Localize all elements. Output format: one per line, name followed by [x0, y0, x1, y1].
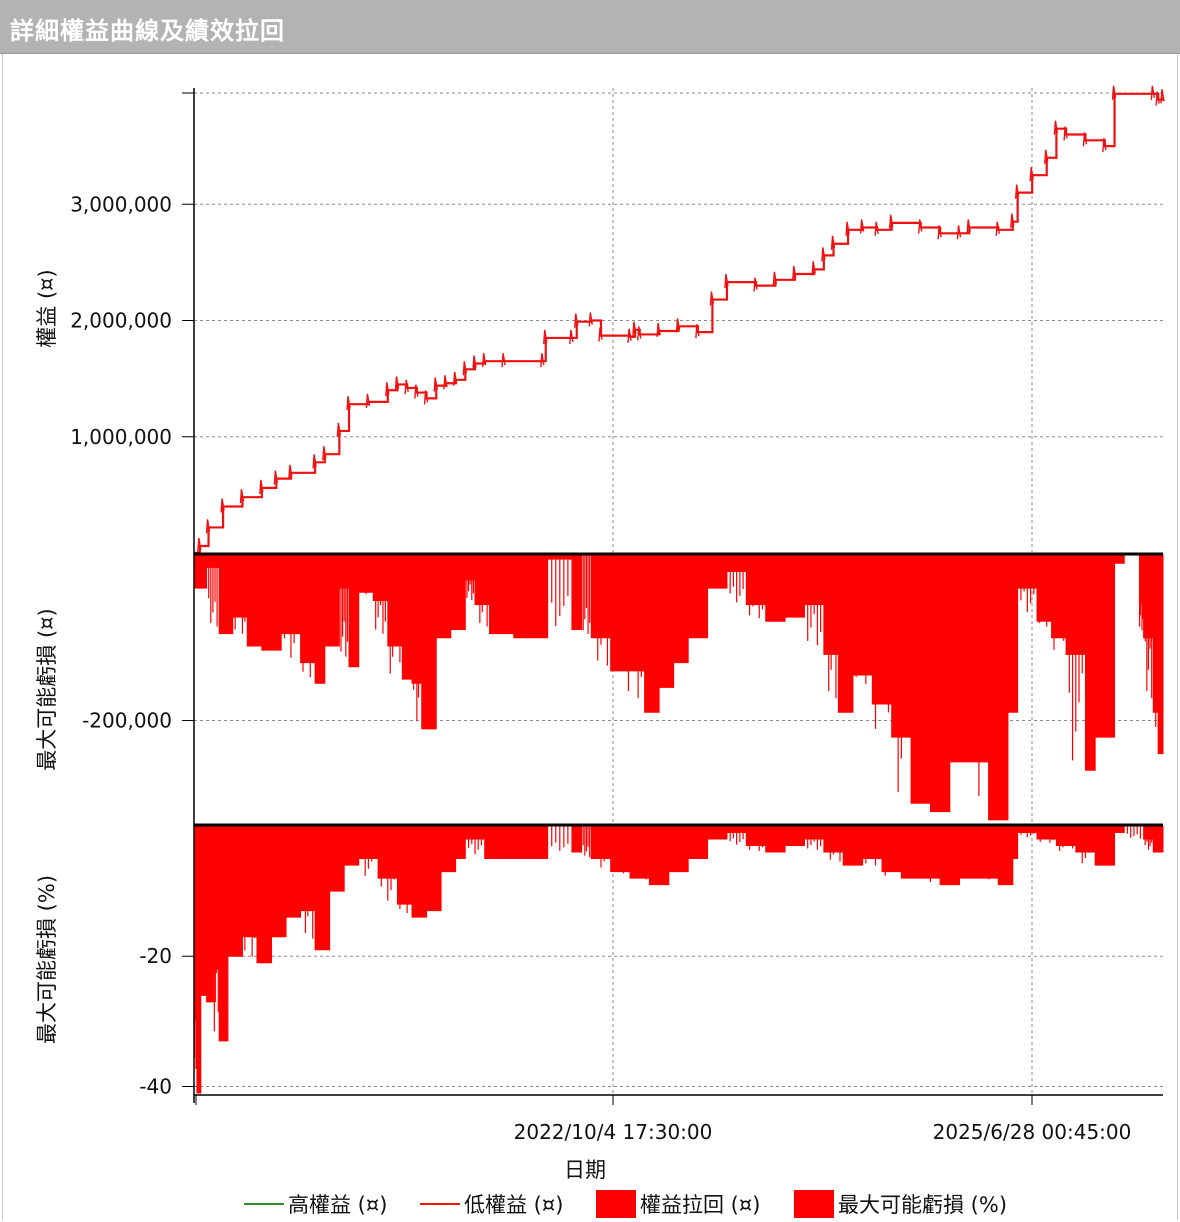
y-tick-label: -40 [139, 1074, 172, 1098]
axis-labels: 3,000,000 2,000,000 1,000,000 權益 (¤) -200,00… [35, 192, 1131, 1182]
y-tick-label: -200,000 [82, 709, 172, 733]
y-tick-label: 1,000,000 [70, 425, 172, 449]
y-tick-label: 2,000,000 [70, 309, 172, 333]
legend-swatch-box [596, 1190, 636, 1218]
legend: 高權益 (¤) 低權益 (¤) 權益拉回 (¤) 最大可能虧損 (%) [244, 1190, 1007, 1218]
legend-label: 低權益 (¤) [464, 1193, 563, 1217]
legend-label: 最大可能虧損 (%) [838, 1193, 1007, 1217]
drawdown-pct-area [193, 825, 1164, 1094]
y-axis-label: 最大可能虧損 (%) [35, 875, 59, 1044]
x-tick-label: 2022/10/4 17:30:00 [514, 1120, 713, 1144]
drawdown-spikes [195, 555, 1163, 801]
axes [182, 88, 1163, 1105]
chart-frame [2, 54, 1178, 1220]
legend-label: 權益拉回 (¤) [640, 1193, 760, 1217]
window-titlebar: 詳細權益曲線及績效拉回 [0, 0, 1180, 54]
y-axis-label: 權益 (¤) [35, 269, 59, 347]
equity-lines [194, 85, 1165, 555]
y-tick-label: 3,000,000 [70, 192, 172, 216]
x-tick-label: 2025/6/28 00:45:00 [933, 1120, 1132, 1144]
legend-swatch-box [794, 1190, 834, 1218]
y-axis-label: 最大可能虧損 (¤) [35, 608, 59, 770]
x-axis-label: 日期 [564, 1158, 606, 1182]
window-title: 詳細權益曲線及績效拉回 [10, 17, 285, 45]
y-tick-label: -20 [139, 944, 172, 968]
legend-label: 高權益 (¤) [288, 1193, 387, 1217]
equity-line-jitter [197, 85, 1165, 553]
